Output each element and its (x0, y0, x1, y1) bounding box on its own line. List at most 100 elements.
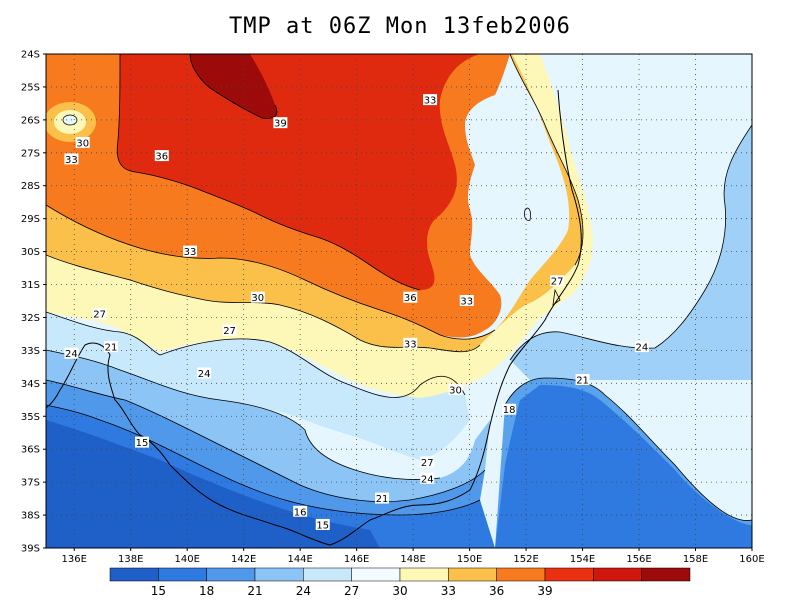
contour-label-bg (423, 94, 438, 106)
contour-label-text: 21 (105, 343, 118, 354)
lat-tick-label: 30S (21, 247, 40, 258)
contour-label: 24 (64, 347, 79, 360)
contour-label: 33 (64, 153, 79, 166)
lat-tick-label: 29S (21, 214, 40, 225)
contour-label-bg (448, 383, 463, 395)
colorbar-label: 39 (537, 584, 552, 598)
contour-label: 15 (315, 518, 330, 531)
contour-label-bg (135, 436, 150, 448)
colorbar-swatch (351, 567, 401, 582)
contour-label-bg (502, 403, 517, 415)
contour-label: 15 (135, 436, 150, 449)
colorbar-label: 21 (247, 584, 262, 598)
contour-label-bg (250, 291, 265, 303)
lat-tick-label: 24S (21, 50, 40, 61)
contour-label-text: 21 (576, 376, 589, 387)
lat-tick-label: 39S (21, 544, 40, 555)
contour-label-text: 36 (155, 152, 168, 163)
contour-label-text: 33 (65, 155, 78, 166)
lat-tick-label: 38S (21, 511, 40, 522)
contour-label-bg (403, 291, 418, 303)
contour-label-bg (64, 153, 79, 165)
colorbar-swatch (254, 567, 304, 582)
colorbar-swatch (544, 567, 594, 582)
colorbar-swatch (158, 567, 207, 582)
band-21-24-west (46, 350, 490, 502)
island (552, 288, 561, 306)
contour-labels: 33 39 30 33 36 33 30 36 33 27 27 27 33 21 24 24 24 21 30 18… (64, 94, 649, 531)
contour-label: 21 (103, 341, 118, 354)
contour-label-text: 18 (503, 405, 516, 416)
contour-label-text: 30 (449, 385, 462, 396)
contour-label-bg (459, 295, 474, 306)
contour-label-bg (103, 341, 118, 353)
lat-tick-label: 35S (21, 412, 40, 423)
contour-label-text: 33 (404, 339, 417, 350)
lon-tick-label: 152E (513, 554, 538, 565)
colorbar-label: 30 (392, 584, 407, 598)
map-title: TMP at 06Z Mon 13feb2006 (229, 14, 571, 39)
contour-label: 21 (375, 492, 390, 505)
colorbar-swatch (399, 567, 449, 582)
contour-label-text: 24 (421, 474, 434, 485)
contour-label: 24 (634, 341, 649, 354)
band-24-27-west (46, 312, 470, 460)
contour-label-text: 36 (404, 293, 417, 304)
contour-label: 27 (420, 456, 435, 469)
contour-label-bg (550, 275, 565, 287)
contour-label-bg (575, 374, 590, 386)
contour-label-bg (634, 341, 649, 353)
contour-label: 16 (293, 505, 308, 518)
contour-label-text: 27 (421, 458, 434, 469)
contour-label: 33 (403, 337, 418, 350)
colorbar-label: 18 (199, 584, 214, 598)
lon-tick-label: 140E (174, 554, 199, 565)
lat-tick-label: 37S (21, 478, 40, 489)
lat-tick-label: 27S (21, 148, 40, 159)
contour-label-bg (197, 367, 212, 379)
contour-label-bg (154, 150, 169, 162)
map-frame (45, 53, 753, 549)
contour-label: 36 (154, 150, 169, 163)
lat-tick-label: 25S (21, 82, 40, 93)
lon-tick-label: 144E (287, 554, 312, 565)
contour-label: 27 (222, 324, 237, 337)
contour-label-bg (420, 456, 435, 468)
colorbar-swatch (303, 567, 352, 582)
contour-label: 30 (250, 291, 265, 304)
band-24-27-east (510, 125, 752, 380)
contour-label-bg (293, 505, 308, 517)
band-30-33 (46, 54, 583, 352)
contour-label-text: 21 (376, 494, 389, 505)
colorbar-label: 33 (441, 584, 456, 598)
contour-label-text: 27 (223, 326, 236, 337)
colorbar-swatch (641, 567, 691, 582)
contour-label: 36 (403, 291, 418, 304)
lon-tick-label: 148E (400, 554, 425, 565)
colorbar-swatch (593, 567, 642, 582)
contour-label-text: 16 (294, 507, 307, 518)
coastline (46, 89, 582, 546)
contour-label-text: 33 (460, 297, 473, 308)
lon-tick-label: 142E (231, 554, 256, 565)
colorbar-swatch (109, 567, 159, 582)
lon-tick-label: 136E (62, 554, 87, 565)
colorbar: 15 18 21 24 27 30 33 36 39 (109, 567, 691, 598)
contour-label-text: 39 (274, 119, 287, 130)
lat-tick-label: 31S (21, 280, 40, 291)
contour-label: 33 (459, 295, 474, 308)
lat-tick-label: 32S (21, 313, 40, 324)
contour-label: 39 (273, 117, 288, 130)
contour-label: 24 (420, 472, 435, 485)
contour-label-bg (92, 308, 107, 320)
colorbar-swatch (496, 567, 546, 582)
colorbar-label: 36 (489, 584, 504, 598)
lat-tick-label: 26S (21, 115, 40, 126)
contour-lines (46, 54, 752, 521)
contour-label-text: 24 (65, 349, 78, 360)
contour-label-text: 33 (424, 96, 437, 107)
band-36-39 (117, 54, 480, 290)
lat-tick-label: 34S (21, 379, 40, 390)
lon-tick-label: 146E (344, 554, 369, 565)
